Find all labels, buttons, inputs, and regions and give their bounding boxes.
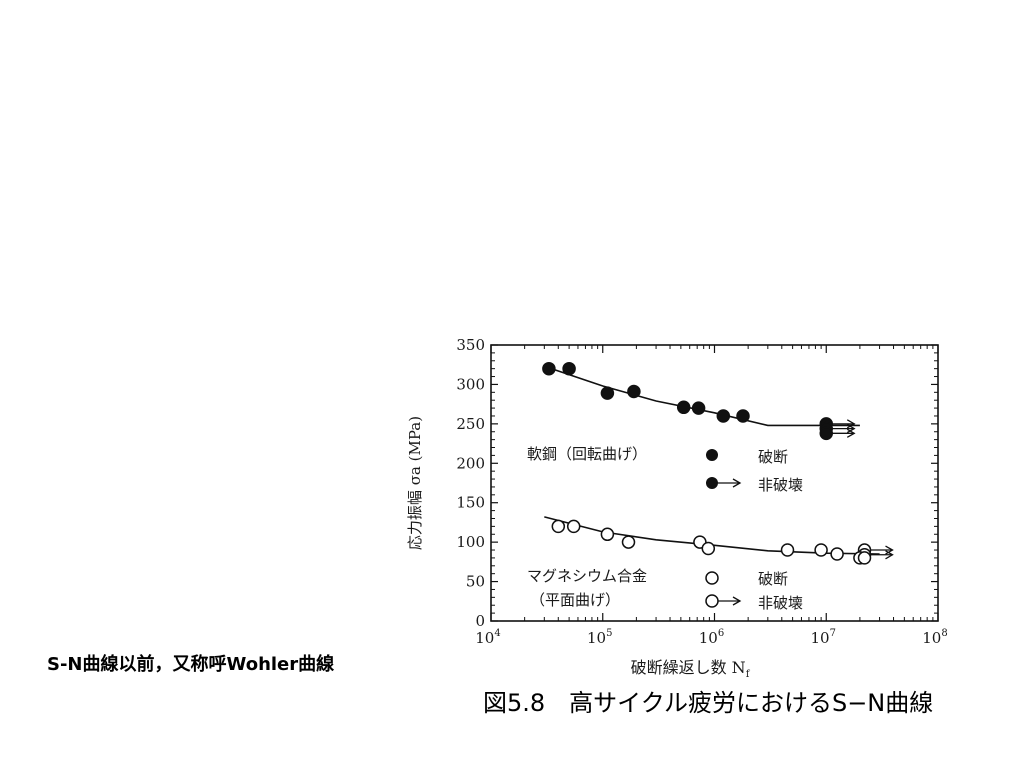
y-tick-label: 300 [456,375,485,393]
series-2-name-line2: （平面曲げ） [530,591,620,609]
x-axis-title-main: 破断繰返し数 N [631,658,746,677]
x-tick-label: 107 [811,628,836,647]
y-tick-label: 0 [475,612,485,630]
data-point-series-1 [716,409,731,423]
series-2-name: マグネシウム合金 [527,567,647,585]
data-point-series-2 [780,543,795,557]
legend-runout-label-1: 非破壊 [758,476,803,494]
data-point-series-1 [627,384,641,399]
data-point-series-2 [857,551,872,565]
data-point-series-1 [542,361,556,376]
legend-runout-open-marker [705,594,719,608]
legend-fracture-label-2: 破断 [758,570,788,588]
legend-runout-label-2: 非破壊 [758,594,803,612]
data-point-series-1 [736,409,750,423]
data-point-series-1 [691,401,706,415]
data-point-series-2 [600,527,615,542]
data-point-series-2 [621,535,636,549]
x-axis-title-sub: f [746,669,751,680]
runout-marker-series-1 [819,426,856,441]
y-tick-label: 350 [456,336,485,354]
x-tick-label: 105 [587,628,612,647]
legend-fracture-open-marker [705,571,719,585]
legend-fracture-label-1: 破断 [758,448,788,466]
x-axis-title: 破断繰返し数 Nf [631,658,751,680]
legend-runout-arrow-1 [718,478,742,488]
data-point-series-2 [566,519,581,534]
data-point-series-1 [600,386,615,400]
y-tick-label: 50 [466,573,485,591]
data-point-series-1 [562,361,576,376]
y-tick-label: 100 [456,533,485,551]
legend-fracture-filled-marker [706,449,718,461]
slide-side-note: S-N曲線以前，又称呼Wohler曲線 [47,654,335,675]
data-point-series-2 [814,543,828,557]
series-1-name: 軟鋼（回転曲げ） [527,445,647,463]
x-tick-label: 106 [699,628,724,647]
fit-curve-series-1 [544,365,860,427]
axes-layer: 0 50 100 150 200 250 300 350 104 105 106 107 108 [456,336,947,647]
figure-caption: 図5.8 高サイクル疲労におけるS−N曲線 [483,689,934,717]
data-points [542,361,894,565]
y-axis-title: 応力振幅 σa (MPa) [406,416,424,550]
y-tick-label: 250 [456,415,485,433]
data-point-series-2 [701,541,716,556]
y-tick-label: 200 [456,454,485,472]
data-point-series-2 [830,547,844,561]
y-tick-label: 150 [456,494,485,512]
x-tick-label: 104 [475,628,500,647]
x-tick-label: 108 [922,628,947,647]
data-point-series-1 [676,400,691,415]
legend-runout-filled-marker [706,477,718,489]
data-point-series-2 [551,519,566,534]
legend-runout-arrow-2 [718,596,742,606]
